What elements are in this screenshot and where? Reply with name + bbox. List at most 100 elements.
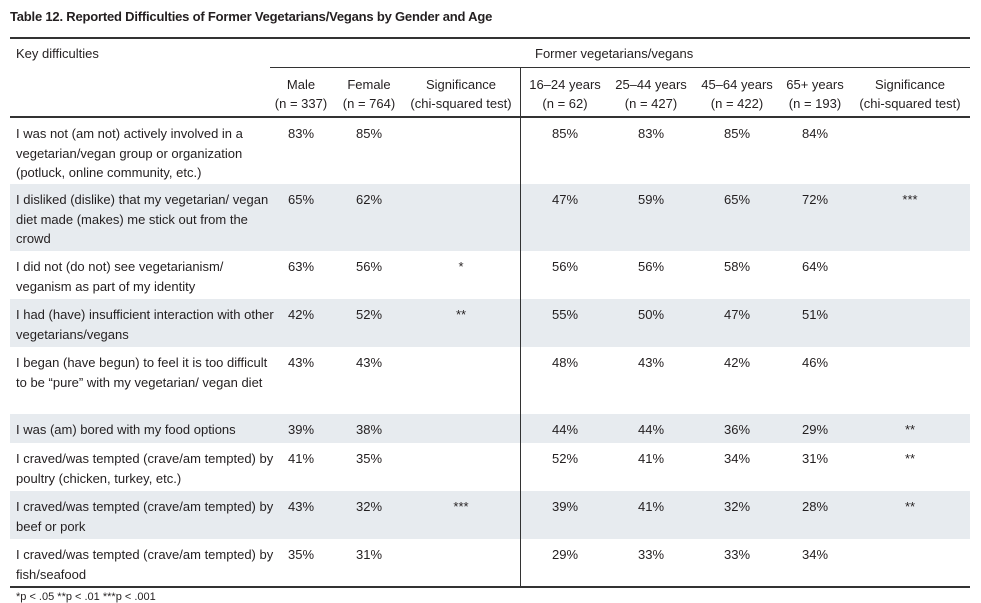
- cell-age-45-64: 32%: [723, 499, 751, 514]
- stub-header: Key difficulties: [16, 46, 99, 61]
- cell-age-45-64: 34%: [723, 451, 751, 466]
- table-row: I was (am) bored with my food options 39%…: [10, 414, 970, 443]
- cell-female: 32%: [355, 499, 383, 514]
- table-row: I had (have) insufficient interaction wi…: [10, 299, 970, 347]
- cell-gender-significance: *: [458, 259, 464, 274]
- column-label: Significance: [425, 77, 497, 92]
- column-label: 45–64 years: [701, 77, 773, 92]
- table-title: Table 12. Reported Difficulties of Forme…: [10, 9, 493, 24]
- cell-age-25-44: 41%: [637, 451, 665, 466]
- cell-male: 42%: [287, 307, 315, 322]
- cell-age-65-plus: 31%: [801, 451, 829, 466]
- cell-age-45-64: 36%: [723, 422, 751, 437]
- table-row: I disliked (dislike) that my vegetarian/…: [10, 184, 970, 251]
- cell-age-16-24: 85%: [551, 126, 579, 141]
- column-sample-size: (n = 193): [788, 96, 842, 111]
- cell-age-16-24: 29%: [551, 547, 579, 562]
- column-divider: [520, 68, 521, 587]
- cell-age-45-64: 47%: [723, 307, 751, 322]
- column-header-age-65-plus: 65+ years (n = 193): [786, 75, 843, 113]
- column-sample-size: (n = 337): [274, 96, 328, 111]
- cell-age-significance: ***: [902, 192, 918, 207]
- cell-age-25-44: 50%: [637, 307, 665, 322]
- cell-gender-significance: ***: [453, 499, 469, 514]
- row-label: I had (have) insufficient interaction wi…: [16, 307, 274, 342]
- row-label: I craved/was tempted (crave/am tempted) …: [16, 499, 274, 534]
- cell-gender-significance: **: [455, 307, 467, 322]
- column-header-age-16-24: 16–24 years (n = 62): [529, 75, 601, 113]
- cell-female: 62%: [355, 192, 383, 207]
- row-label: I was (am) bored with my food options: [16, 422, 236, 437]
- cell-male: 65%: [287, 192, 315, 207]
- cell-male: 39%: [287, 422, 315, 437]
- cell-age-45-64: 58%: [723, 259, 751, 274]
- column-header-male: Male (n = 337): [275, 75, 327, 113]
- column-header-age-significance: Significance (chi-squared test): [859, 75, 960, 113]
- bottom-rule: [10, 586, 970, 588]
- cell-age-16-24: 55%: [551, 307, 579, 322]
- footnote: *p < .05 **p < .01 ***p < .001: [16, 591, 156, 603]
- cell-age-significance: **: [904, 422, 916, 437]
- column-sample-size: (n = 62): [542, 96, 588, 111]
- cell-age-25-44: 41%: [637, 499, 665, 514]
- header-rule: [10, 116, 970, 118]
- cell-age-45-64: 33%: [723, 547, 751, 562]
- cell-age-25-44: 44%: [637, 422, 665, 437]
- cell-age-16-24: 52%: [551, 451, 579, 466]
- cell-age-65-plus: 72%: [801, 192, 829, 207]
- cell-male: 43%: [287, 499, 315, 514]
- cell-age-65-plus: 84%: [801, 126, 829, 141]
- cell-age-65-plus: 34%: [801, 547, 829, 562]
- cell-age-25-44: 43%: [637, 355, 665, 370]
- cell-male: 43%: [287, 355, 315, 370]
- group-header: Former vegetarians/vegans: [535, 46, 694, 61]
- cell-age-45-64: 42%: [723, 355, 751, 370]
- cell-female: 31%: [355, 547, 383, 562]
- cell-female: 35%: [355, 451, 383, 466]
- column-header-female: Female (n = 764): [343, 75, 395, 113]
- cell-age-16-24: 48%: [551, 355, 579, 370]
- cell-age-16-24: 44%: [551, 422, 579, 437]
- cell-female: 38%: [355, 422, 383, 437]
- cell-age-significance: **: [904, 499, 916, 514]
- row-label: I craved/was tempted (crave/am tempted) …: [16, 547, 274, 582]
- column-label: 25–44 years: [615, 77, 687, 92]
- column-label: Male: [286, 77, 316, 92]
- table-row: I craved/was tempted (crave/am tempted) …: [10, 443, 970, 491]
- cell-age-65-plus: 28%: [801, 499, 829, 514]
- column-sample-size: (n = 422): [710, 96, 764, 111]
- top-rule: [10, 37, 970, 39]
- cell-age-25-44: 33%: [637, 547, 665, 562]
- column-label: 65+ years: [786, 77, 844, 92]
- cell-age-25-44: 56%: [637, 259, 665, 274]
- column-label: 16–24 years: [529, 77, 601, 92]
- column-sample-size: (n = 764): [342, 96, 396, 111]
- cell-age-65-plus: 29%: [801, 422, 829, 437]
- column-label: Female: [347, 77, 391, 92]
- cell-male: 41%: [287, 451, 315, 466]
- table-row: I was not (am not) actively involved in …: [10, 118, 970, 184]
- cell-age-16-24: 47%: [551, 192, 579, 207]
- cell-age-16-24: 56%: [551, 259, 579, 274]
- table-row: I craved/was tempted (crave/am tempted) …: [10, 539, 970, 587]
- cell-age-significance: **: [904, 451, 916, 466]
- column-sample-size: (chi-squared test): [410, 96, 512, 111]
- column-header-gender-significance: Significance (chi-squared test): [410, 75, 511, 113]
- column-header-age-45-64: 45–64 years (n = 422): [701, 75, 773, 113]
- cell-age-65-plus: 46%: [801, 355, 829, 370]
- row-label: I craved/was tempted (crave/am tempted) …: [16, 451, 274, 486]
- cell-age-25-44: 59%: [637, 192, 665, 207]
- column-sample-size: (n = 427): [624, 96, 678, 111]
- cell-male: 63%: [287, 259, 315, 274]
- column-header-age-25-44: 25–44 years (n = 427): [615, 75, 687, 113]
- row-label: I began (have begun) to feel it is too d…: [16, 355, 268, 390]
- column-sample-size: (chi-squared test): [859, 96, 961, 111]
- cell-age-16-24: 39%: [551, 499, 579, 514]
- cell-female: 43%: [355, 355, 383, 370]
- cell-age-45-64: 85%: [723, 126, 751, 141]
- row-label: I did not (do not) see vegetarianism/ ve…: [16, 259, 224, 294]
- cell-female: 52%: [355, 307, 383, 322]
- cell-male: 83%: [287, 126, 315, 141]
- cell-female: 56%: [355, 259, 383, 274]
- group-rule: [270, 67, 970, 68]
